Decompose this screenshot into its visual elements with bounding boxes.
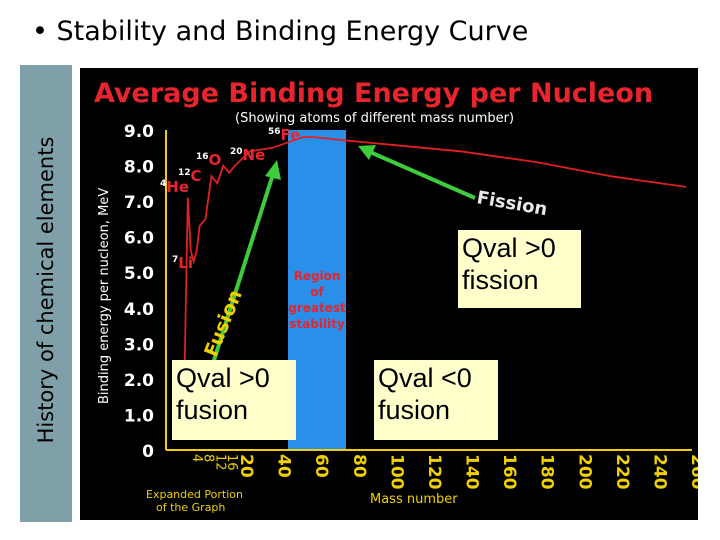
chart-subtitle: (Showing atoms of different mass number) xyxy=(235,111,514,126)
element-label: 20Ne xyxy=(230,146,265,164)
y-axis-label: Binding energy per nucleon, MeV xyxy=(97,188,112,404)
element-label: 16O xyxy=(196,151,221,169)
binding-energy-chart: Average Binding Energy per Nucleon (Show… xyxy=(94,78,698,514)
y-tick-label: 9.0 xyxy=(124,122,154,142)
y-tick-label: 2.0 xyxy=(124,371,154,391)
y-tick-label: 1.0 xyxy=(124,406,154,426)
callout-line2: fusion xyxy=(378,395,451,425)
chart-image: Average Binding Energy per Nucleon (Show… xyxy=(80,68,698,520)
x-axis-label: Mass number xyxy=(370,492,458,507)
callout-fission-positive: Qval >0 fission xyxy=(458,230,581,308)
y-tick-label: 3.0 xyxy=(124,335,154,355)
callout-line2: fission xyxy=(462,265,539,295)
x-tick-label: 220 xyxy=(612,454,632,490)
binding-energy-series-line xyxy=(178,136,687,415)
x-tick-label-expanded: 12 xyxy=(212,454,227,471)
callout-fusion-negative: Qval <0 fusion xyxy=(374,360,498,440)
region-label-word: greatest xyxy=(288,301,346,315)
region-label-word: stability xyxy=(289,317,345,331)
y-tick-label: 6.0 xyxy=(124,229,154,249)
x-tick-label: 80 xyxy=(349,454,369,478)
x-tick-labels: 20 40 60 80 100 120 140 160 180 200 220 240 260 xyxy=(236,454,698,490)
stability-region xyxy=(288,130,346,450)
x-tick-label: 240 xyxy=(649,454,669,490)
callout-line1: Qval >0 xyxy=(176,363,270,393)
fusion-label: Fusion xyxy=(200,287,247,360)
x-tick-label: 60 xyxy=(311,454,331,478)
x-tick-label-expanded: 4 xyxy=(189,454,204,462)
expanded-label-line2: of the Graph xyxy=(156,501,225,514)
x-tick-label-expanded: 8 xyxy=(201,454,216,462)
element-label: 12C xyxy=(178,167,202,185)
y-tick-labels: 9.0 8.0 7.0 6.0 5.0 4.0 3.0 2.0 1.0 0 xyxy=(124,122,154,462)
element-label: 56Fe xyxy=(268,126,300,144)
y-tick-label: 7.0 xyxy=(124,193,154,213)
callout-line1: Qval <0 xyxy=(378,363,472,393)
expanded-label-line1: Expanded Portion xyxy=(146,488,243,501)
fission-arrow-head xyxy=(358,145,376,160)
x-tick-label: 260 xyxy=(687,454,698,490)
y-tick-label: 5.0 xyxy=(124,264,154,284)
fusion-arrow-head xyxy=(265,160,281,180)
x-tick-label: 100 xyxy=(386,454,406,490)
x-tick-label-expanded: 16 xyxy=(224,454,239,471)
chart-title: Average Binding Energy per Nucleon xyxy=(94,78,653,109)
x-tick-label: 40 xyxy=(274,454,294,478)
sidebar-title: History of chemical elements xyxy=(34,136,58,444)
y-tick-label: 0 xyxy=(142,442,154,462)
region-label-word: of xyxy=(310,285,324,299)
region-label-word: Region xyxy=(294,269,341,283)
y-tick-label: 4.0 xyxy=(124,300,154,320)
callout-line1: Qval >0 xyxy=(462,233,556,263)
sidebar-bar xyxy=(20,65,72,522)
element-label: 4He xyxy=(160,178,189,196)
region-label: Region of greatest stability xyxy=(288,269,346,331)
x-tick-label: 140 xyxy=(462,454,482,490)
fission-arrow xyxy=(369,150,476,200)
x-tick-label: 20 xyxy=(236,454,256,478)
x-tick-label: 160 xyxy=(499,454,519,490)
callout-line2: fusion xyxy=(176,395,249,425)
slide-title: • Stability and Binding Energy Curve xyxy=(32,16,529,47)
y-tick-label: 8.0 xyxy=(124,158,154,178)
x-tick-label: 200 xyxy=(574,454,594,490)
x-tick-label: 120 xyxy=(424,454,444,490)
element-label: 7Li xyxy=(172,254,193,272)
x-tick-label: 180 xyxy=(537,454,557,490)
fission-label: Fission xyxy=(475,187,549,220)
callout-fusion-positive: Qval >0 fusion xyxy=(172,360,296,440)
